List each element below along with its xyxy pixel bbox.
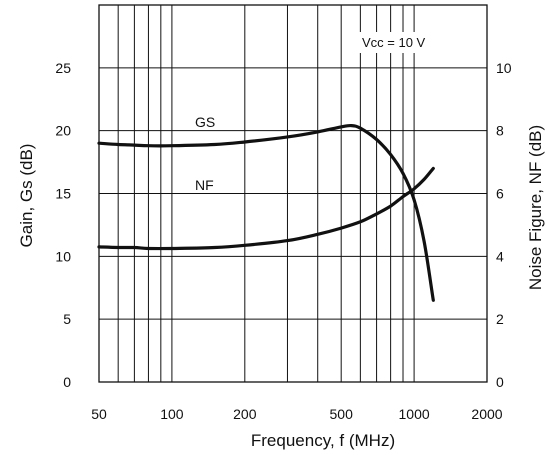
y-tick-label: 15 xyxy=(55,186,71,202)
tick-labels: 50 100 200 500 1000 2000 0 5 10 15 20 25 0 2 4 6 8 10 xyxy=(55,60,511,422)
x-tick-label: 200 xyxy=(233,406,257,422)
series-label-gs: GS xyxy=(195,114,215,130)
y2-tick-label: 6 xyxy=(496,186,504,202)
y2-tick-label: 10 xyxy=(496,60,512,76)
series-line-gs xyxy=(97,123,435,302)
plot-frame xyxy=(98,4,488,383)
series-layer xyxy=(97,123,435,302)
x-tick-label: 1000 xyxy=(399,406,430,422)
y2-axis-title: Noise Figure, NF (dB) xyxy=(526,125,545,290)
y2-tick-label: 2 xyxy=(496,311,504,327)
x-tick-label: 100 xyxy=(160,406,184,422)
x-tick-label: 50 xyxy=(91,406,107,422)
y-tick-label: 25 xyxy=(55,60,71,76)
y-tick-label: 0 xyxy=(63,374,71,390)
y2-tick-label: 4 xyxy=(496,248,504,264)
series-line-nf xyxy=(97,166,435,251)
series-label-nf: NF xyxy=(195,177,214,193)
y2-tick-label: 8 xyxy=(496,123,504,139)
x-tick-label: 500 xyxy=(330,406,354,422)
y-tick-label: 20 xyxy=(55,123,71,139)
x-tick-label: 2000 xyxy=(471,406,502,422)
y-tick-label: 10 xyxy=(55,248,71,264)
y-tick-label: 5 xyxy=(63,311,71,327)
y2-tick-label: 0 xyxy=(496,374,504,390)
grid xyxy=(98,5,488,383)
y-axis-title: Gain, Gs (dB) xyxy=(17,144,36,248)
annotation-background xyxy=(358,32,462,53)
vcc-annotation: Vcc = 10 V xyxy=(362,35,426,50)
x-axis-title: Frequency, f (MHz) xyxy=(251,431,395,450)
